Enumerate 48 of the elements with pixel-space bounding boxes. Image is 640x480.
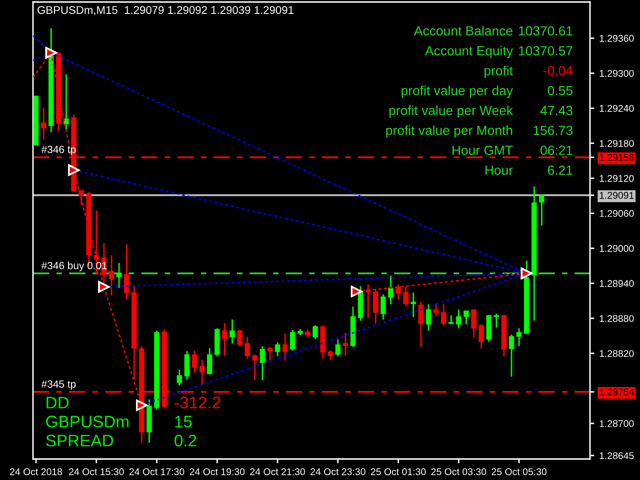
annotation: -0.04 [544,66,573,76]
annotation: 47.43 [540,106,572,116]
annotation: -312.2 [174,396,220,408]
annotation: profit value per Month [386,125,512,138]
x-tick-label: 24 Oct 23:30 [310,468,366,476]
annotation: DD [46,396,69,408]
annotation: 10370.57 [518,46,572,56]
y-tick-label: 1.29156 [600,154,634,161]
chart-title: GBPUSDm,M15 1.29079 1.29092 1.29039 1.29091 [38,6,294,16]
annotation: 0.55 [548,86,572,96]
x-tick-label: 24 Oct 15:30 [69,468,124,476]
y-tick-label: 1.28700 [600,420,634,428]
y-tick-label: 1.28754 [600,388,634,396]
y-tick-label: 1.29300 [600,70,634,77]
annotation: Hour GMT [452,146,513,155]
x-tick-label: 24 Oct 21:30 [250,468,305,476]
annotation: profit [484,66,513,78]
y-tick-label: 1.29240 [600,104,634,112]
annotation: 6.21 [548,166,572,175]
x-tick-label: 25 Oct 03:30 [431,468,486,476]
y-tick-label: 1.28880 [600,315,634,322]
annotation: profit value per Week [389,105,514,118]
annotation: 06:21 [540,146,572,155]
x-tick-label: 25 Oct 05:30 [492,468,547,476]
annotation: profit value per day [402,86,513,98]
x-tick-label: 24 Oct 19:30 [190,468,245,476]
y-tick-label: 1.29360 [600,34,634,42]
y-tick-label: 1.28645 [600,452,634,460]
y-tick-label: 1.28940 [600,280,634,287]
annotation: 15 [175,416,192,428]
y-tick-label: 1.29180 [600,140,634,147]
y-tick-label: 1.29091 [600,192,634,199]
annotation: Hour [485,166,513,175]
y-tick-label: 1.29120 [600,174,634,182]
annotation: SPREAD [46,434,114,446]
y-tick-label: 1.28820 [600,350,634,357]
annotation: Account Balance [414,26,512,36]
x-tick-label: 24 Oct 17:30 [129,468,184,476]
annotation: 0.2 [174,434,196,446]
annotation: Account Equity [425,46,513,58]
y-tick-label: 1.29000 [600,245,634,252]
y-tick-label: 1.29060 [600,210,634,217]
x-tick-label: 25 Oct 01:30 [370,468,426,476]
ref-line-label: #345 tp [41,380,76,390]
annotation: 156.73 [534,126,572,136]
annotation: GBPUSDm [46,416,128,428]
x-tick-label: 24 Oct 2018 [10,468,62,476]
annotation: 10370.61 [518,26,572,36]
